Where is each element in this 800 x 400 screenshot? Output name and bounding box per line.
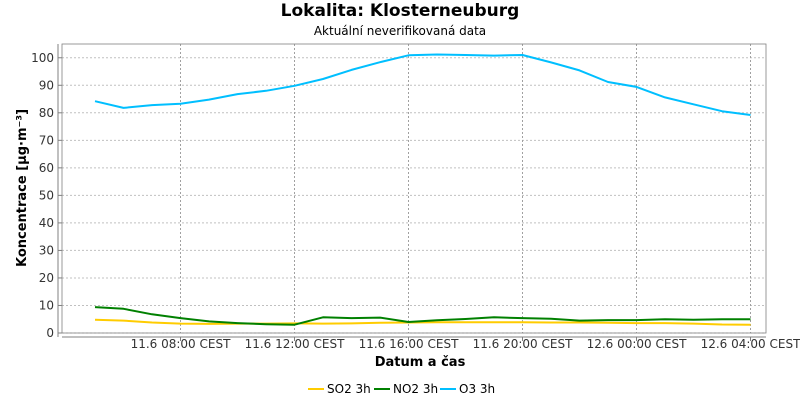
legend-label: NO2 3h bbox=[393, 382, 438, 396]
x-tick-label: 11.6 20:00 CEST bbox=[473, 337, 574, 351]
x-tick-label: 11.6 16:00 CEST bbox=[359, 337, 460, 351]
x-tick-label: 12.6 04:00 CEST bbox=[701, 337, 800, 351]
legend-item-no2: NO2 3h bbox=[374, 382, 438, 396]
plot-border bbox=[61, 43, 767, 334]
plot-area bbox=[62, 44, 766, 333]
legend: SO2 3h NO2 3h O3 3h bbox=[308, 382, 495, 396]
y-tick-label: 80 bbox=[39, 106, 54, 120]
y-tick-label: 60 bbox=[39, 161, 54, 175]
legend-item-so2: SO2 3h bbox=[308, 382, 371, 396]
y-tick-label: 100 bbox=[31, 51, 54, 65]
legend-label: O3 3h bbox=[459, 382, 495, 396]
x-tick-label: 11.6 12:00 CEST bbox=[245, 337, 346, 351]
y-tick-label: 90 bbox=[39, 78, 54, 92]
y-tick-label: 0 bbox=[46, 326, 54, 340]
series-layer bbox=[94, 53, 751, 326]
axes: 0 10 20 30 40 50 60 70 80 90 100 11.6 08:00 CEST 11.… bbox=[31, 43, 800, 351]
legend-label: SO2 3h bbox=[327, 382, 371, 396]
y-tick-label: 70 bbox=[39, 133, 54, 147]
grid bbox=[62, 44, 766, 334]
series-line-so2 bbox=[94, 318, 751, 326]
y-tick-label: 30 bbox=[39, 243, 54, 257]
x-axis-label: Datum a čas bbox=[375, 355, 466, 370]
y-tick-label: 40 bbox=[39, 216, 54, 230]
chart-title: Lokalita: Klosterneuburg bbox=[280, 1, 520, 21]
x-tick-label: 11.6 08:00 CEST bbox=[131, 337, 232, 351]
legend-item-o3: O3 3h bbox=[440, 382, 495, 396]
y-axis-label: Koncentrace [µg·m⁻³] bbox=[15, 109, 30, 267]
y-tick-label: 20 bbox=[39, 271, 54, 285]
y-tick-label: 10 bbox=[39, 298, 54, 312]
chart-subtitle: Aktuální neverifikovaná data bbox=[313, 24, 487, 38]
series-line-o3 bbox=[94, 53, 751, 116]
series-line-no2 bbox=[94, 306, 751, 326]
y-tick-label: 50 bbox=[39, 188, 54, 202]
x-tick-label: 12.6 00:00 CEST bbox=[587, 337, 688, 351]
